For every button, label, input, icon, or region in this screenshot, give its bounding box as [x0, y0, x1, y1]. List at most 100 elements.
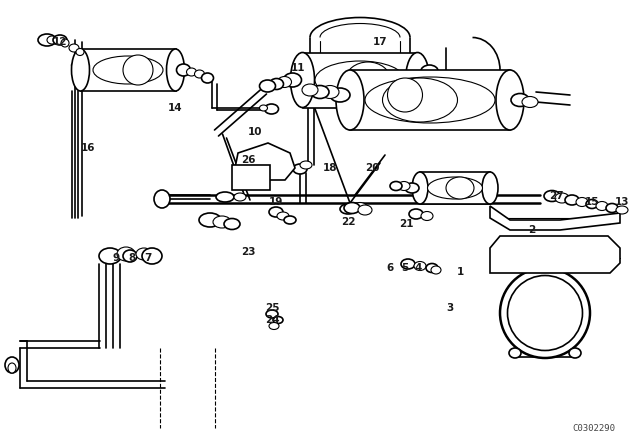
Text: 13: 13 [615, 197, 629, 207]
Ellipse shape [586, 199, 598, 208]
Ellipse shape [300, 161, 312, 169]
Ellipse shape [195, 70, 205, 78]
Text: 4: 4 [414, 263, 422, 273]
Ellipse shape [365, 77, 495, 123]
Ellipse shape [76, 48, 84, 56]
Ellipse shape [340, 204, 356, 214]
Text: 7: 7 [144, 253, 152, 263]
Ellipse shape [509, 348, 521, 358]
Ellipse shape [273, 316, 283, 323]
Ellipse shape [405, 183, 419, 193]
Ellipse shape [177, 64, 191, 76]
Ellipse shape [234, 193, 246, 201]
Ellipse shape [259, 80, 275, 92]
Text: 3: 3 [446, 303, 454, 313]
Ellipse shape [72, 49, 90, 91]
Ellipse shape [412, 172, 428, 204]
Ellipse shape [8, 363, 16, 373]
Ellipse shape [293, 164, 307, 174]
Ellipse shape [123, 250, 137, 262]
Bar [420, 172, 490, 204]
Ellipse shape [117, 247, 135, 261]
Ellipse shape [123, 55, 153, 85]
Text: 6: 6 [387, 263, 394, 273]
Text: 25: 25 [265, 303, 279, 313]
Ellipse shape [428, 177, 483, 199]
Ellipse shape [216, 192, 234, 202]
Ellipse shape [315, 61, 405, 99]
Ellipse shape [358, 205, 372, 215]
Ellipse shape [302, 84, 318, 96]
Ellipse shape [38, 34, 56, 46]
Ellipse shape [606, 203, 618, 212]
Text: 18: 18 [323, 163, 337, 173]
Ellipse shape [311, 86, 329, 99]
Ellipse shape [224, 219, 240, 229]
Ellipse shape [431, 71, 445, 81]
Ellipse shape [387, 78, 422, 112]
Ellipse shape [336, 70, 364, 130]
Ellipse shape [47, 36, 57, 44]
Ellipse shape [346, 62, 390, 98]
Ellipse shape [342, 76, 367, 100]
Ellipse shape [278, 77, 291, 87]
Ellipse shape [344, 202, 360, 214]
Ellipse shape [596, 202, 608, 211]
Text: 26: 26 [241, 155, 255, 165]
Text: 11: 11 [291, 63, 305, 73]
Ellipse shape [482, 172, 498, 204]
Text: 22: 22 [340, 217, 355, 227]
Text: 23: 23 [241, 247, 255, 257]
Text: 2: 2 [529, 225, 536, 235]
Ellipse shape [284, 73, 301, 87]
Ellipse shape [264, 104, 278, 114]
Ellipse shape [213, 216, 231, 228]
Ellipse shape [202, 73, 214, 83]
Ellipse shape [266, 310, 278, 318]
Polygon shape [235, 143, 295, 180]
Bar [303, 52, 417, 108]
Ellipse shape [406, 52, 429, 108]
Polygon shape [490, 206, 620, 230]
Ellipse shape [186, 68, 196, 76]
Polygon shape [490, 236, 620, 273]
Ellipse shape [496, 70, 524, 130]
Ellipse shape [508, 276, 582, 350]
Ellipse shape [61, 39, 69, 47]
Ellipse shape [426, 263, 438, 272]
Bar [81, 49, 175, 91]
Ellipse shape [353, 202, 367, 211]
Text: 1: 1 [456, 267, 463, 277]
Ellipse shape [259, 105, 268, 111]
Ellipse shape [199, 213, 221, 227]
Text: 24: 24 [265, 315, 279, 325]
Ellipse shape [616, 206, 628, 214]
Ellipse shape [321, 86, 339, 99]
Ellipse shape [269, 207, 283, 217]
Text: 14: 14 [168, 103, 182, 113]
Ellipse shape [431, 266, 441, 274]
Ellipse shape [166, 49, 184, 91]
Text: C0302290: C0302290 [572, 424, 615, 433]
Text: 16: 16 [81, 143, 95, 153]
Ellipse shape [511, 94, 529, 107]
Ellipse shape [53, 35, 67, 45]
Text: 21: 21 [399, 219, 413, 229]
Ellipse shape [99, 248, 121, 264]
Ellipse shape [5, 357, 19, 373]
Ellipse shape [522, 96, 538, 108]
Text: 27: 27 [548, 191, 563, 201]
Bar [232, 165, 270, 190]
Ellipse shape [277, 212, 289, 220]
Ellipse shape [390, 181, 402, 190]
Ellipse shape [383, 78, 458, 122]
Ellipse shape [420, 65, 438, 79]
Text: 20: 20 [365, 163, 380, 173]
Ellipse shape [555, 193, 569, 203]
Ellipse shape [440, 76, 451, 85]
Ellipse shape [401, 259, 415, 269]
Ellipse shape [500, 268, 590, 358]
Ellipse shape [544, 190, 560, 202]
Text: 17: 17 [372, 37, 387, 47]
Ellipse shape [284, 216, 296, 224]
